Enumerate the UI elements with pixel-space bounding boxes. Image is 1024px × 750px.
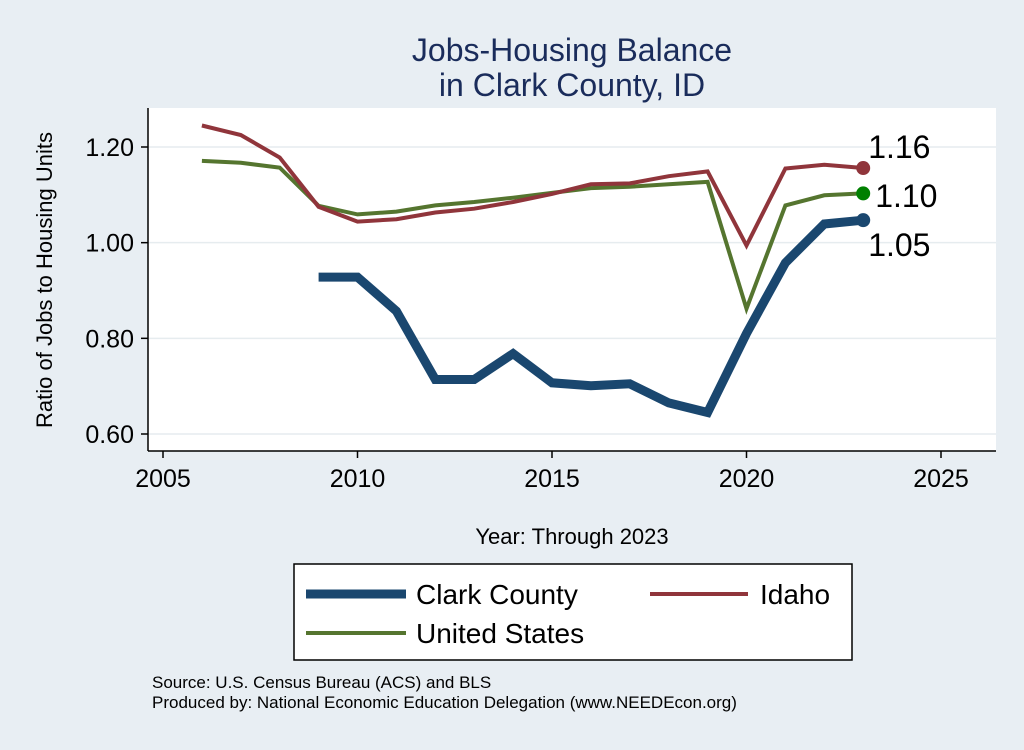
- end-marker-united-states: [856, 186, 870, 200]
- end-labels: 1.05 1.16 1.10: [868, 129, 937, 263]
- legend-label-clark-county: Clark County: [416, 579, 578, 610]
- y-axis-label: Ratio of Jobs to Housing Units: [32, 132, 57, 428]
- y-tick-label-1: 0.80: [85, 325, 134, 353]
- x-tick-label-0: 2005: [135, 465, 191, 493]
- end-label-clark-county: 1.05: [868, 227, 930, 263]
- x-tick-label-1: 2010: [330, 465, 386, 493]
- x-tick-label-2: 2015: [524, 465, 580, 493]
- y-tick-label-0: 0.60: [85, 421, 134, 449]
- x-tick-label-4: 2025: [913, 465, 969, 493]
- legend-label-united-states: United States: [416, 618, 584, 649]
- source-note: Source: U.S. Census Bureau (ACS) and BLS: [152, 673, 491, 692]
- end-marker-clark-county: [856, 213, 870, 227]
- y-tick-label-3: 1.20: [85, 134, 134, 162]
- legend-label-idaho: Idaho: [760, 579, 830, 610]
- producer-note: Produced by: National Economic Education…: [152, 693, 737, 712]
- end-label-united-states: 1.10: [875, 178, 937, 214]
- y-tick-label-2: 1.00: [85, 230, 134, 258]
- end-label-idaho: 1.16: [868, 129, 930, 165]
- x-axis-label: Year: Through 2023: [475, 524, 668, 549]
- chart-title-line-2: in Clark County, ID: [439, 67, 705, 103]
- legend: Clark County Idaho United States: [294, 564, 852, 660]
- chart-title-line-1: Jobs-Housing Balance: [412, 32, 732, 68]
- x-tick-label-3: 2020: [719, 465, 775, 493]
